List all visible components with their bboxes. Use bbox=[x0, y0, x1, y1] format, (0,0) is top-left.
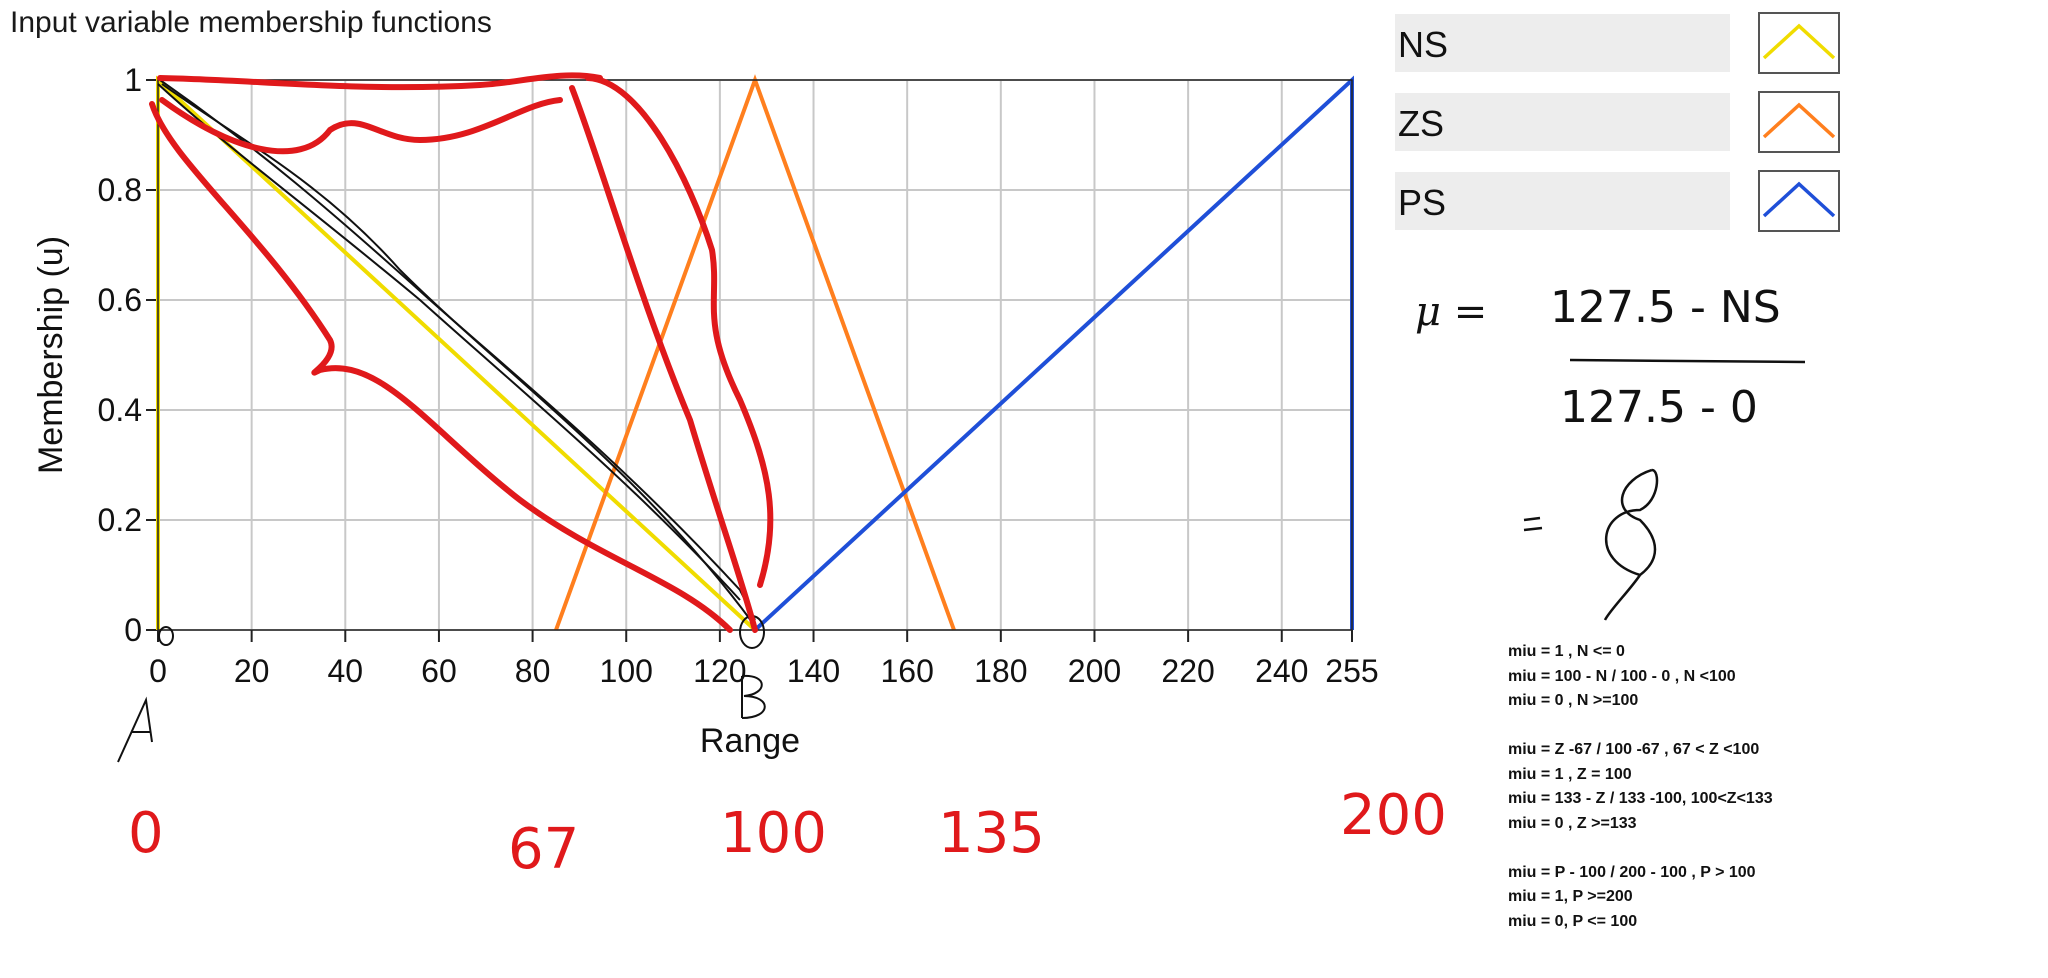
x-tick-label: 180 bbox=[974, 653, 1027, 689]
note-line: miu = 0 , N >=100 bbox=[1508, 692, 1639, 709]
note-line: miu = 1, P >=200 bbox=[1508, 888, 1633, 905]
x-tick-label: 0 bbox=[149, 653, 167, 689]
legend-swatch-ps-icon bbox=[1762, 181, 1836, 218]
legend-swatch-ns-icon bbox=[1762, 23, 1836, 60]
y-tick-label: 0 bbox=[124, 612, 142, 648]
x-tick-label: 60 bbox=[421, 653, 457, 689]
note-line: miu = 1 , N <= 0 bbox=[1508, 643, 1625, 660]
legend-swatch-ns[interactable] bbox=[1758, 12, 1840, 74]
formula-denominator: 127.5 - 0 bbox=[1560, 382, 1758, 433]
plot-frame bbox=[157, 79, 1353, 631]
legend-item-ns-bg bbox=[1395, 14, 1730, 72]
y-tick-label: 0.4 bbox=[98, 392, 142, 428]
y-tick-label: 0.2 bbox=[98, 502, 142, 538]
x-tick-label: 255 bbox=[1325, 653, 1378, 689]
letter-b-mark bbox=[741, 674, 766, 719]
series-layer bbox=[156, 74, 1354, 632]
chart-title: Input variable membership functions bbox=[10, 6, 492, 39]
x-tick-label: 120 bbox=[693, 653, 746, 689]
fraction-bar bbox=[1569, 358, 1806, 364]
x-tick-label: 240 bbox=[1255, 653, 1308, 689]
notes-block: miu = 1 , N <= 0 miu = 100 - N / 100 - 0 … bbox=[1508, 640, 1773, 934]
red-number-200: 200 bbox=[1340, 783, 1447, 848]
y-tick-label: 0.6 bbox=[98, 282, 142, 318]
red-number-135: 135 bbox=[938, 801, 1045, 866]
legend-label-ps: PS bbox=[1398, 182, 1447, 223]
x-tick-label: 40 bbox=[327, 653, 363, 689]
x-tick-label: 20 bbox=[234, 653, 270, 689]
x-tick-label: 80 bbox=[515, 653, 551, 689]
formula-mu: μ = bbox=[1415, 289, 1487, 335]
red-number-0: 0 bbox=[128, 801, 164, 866]
red-scribbles: 0 67 100 135 200 bbox=[128, 72, 1447, 882]
circle-mark-a bbox=[158, 626, 174, 646]
red-number-67: 67 bbox=[508, 817, 579, 882]
handwritten-eight bbox=[1603, 468, 1659, 621]
note-line: miu = 133 - Z / 133 -100, 100<Z<133 bbox=[1508, 790, 1773, 807]
note-line: miu = 100 - N / 100 - 0 , N <100 bbox=[1508, 667, 1736, 685]
legend-label-ns: NS bbox=[1398, 24, 1449, 65]
note-line: miu = 0, P <= 100 bbox=[1508, 912, 1638, 930]
black-scribble-3 bbox=[157, 83, 741, 601]
y-axis-label: Membership (u) bbox=[32, 236, 70, 474]
red-number-100: 100 bbox=[720, 801, 827, 866]
x-tick-label: 100 bbox=[600, 653, 653, 689]
note-line bbox=[1508, 836, 1773, 861]
y-tick-label: 1 bbox=[124, 62, 142, 98]
y-tick-label: 0.8 bbox=[98, 172, 142, 208]
red-stroke-top bbox=[157, 72, 603, 91]
legend-swatch-zs[interactable] bbox=[1758, 91, 1840, 153]
note-line: miu = P - 100 / 200 - 100 , P > 100 bbox=[1508, 863, 1756, 881]
formula-numerator: 127.5 - NS bbox=[1550, 282, 1781, 333]
note-line: miu = 0 , Z >=133 bbox=[1508, 814, 1637, 832]
red-stroke-loop bbox=[159, 97, 563, 155]
legend-label-zs: ZS bbox=[1398, 103, 1445, 144]
series-line-zs bbox=[554, 74, 956, 631]
note-line bbox=[1508, 714, 1773, 739]
tick-layer: 0 20 40 60 80 100 120 140 160 180 200 220 240 255 0 0.2… bbox=[98, 62, 1379, 689]
note-line: miu = 1 , Z = 100 bbox=[1508, 765, 1632, 783]
red-stroke-mid-2 bbox=[585, 75, 774, 588]
legend-swatch-zs-icon bbox=[1762, 102, 1836, 139]
x-tick-label: 200 bbox=[1068, 653, 1121, 689]
letter-a-mark bbox=[117, 696, 153, 763]
handwritten-formula: μ = 127.5 - NS 127.5 - 0 bbox=[1415, 282, 1806, 621]
x-tick-label: 160 bbox=[880, 653, 933, 689]
x-tick-label: 140 bbox=[787, 653, 840, 689]
legend-swatch-ps[interactable] bbox=[1758, 170, 1840, 232]
x-tick-label: 220 bbox=[1161, 653, 1214, 689]
x-axis-label: Range bbox=[700, 722, 800, 760]
red-stroke-left bbox=[149, 101, 733, 633]
red-stroke-mid-1 bbox=[569, 85, 758, 633]
equals-mark bbox=[1523, 516, 1543, 532]
grid-layer bbox=[157, 79, 1353, 631]
legend-item-ps-bg bbox=[1395, 172, 1730, 230]
legend-item-zs-bg bbox=[1395, 93, 1730, 151]
note-line: miu = Z -67 / 100 -67 , 67 < Z <100 bbox=[1508, 741, 1760, 758]
black-scribble-2 bbox=[161, 83, 753, 623]
series-line-ps bbox=[753, 75, 1354, 632]
